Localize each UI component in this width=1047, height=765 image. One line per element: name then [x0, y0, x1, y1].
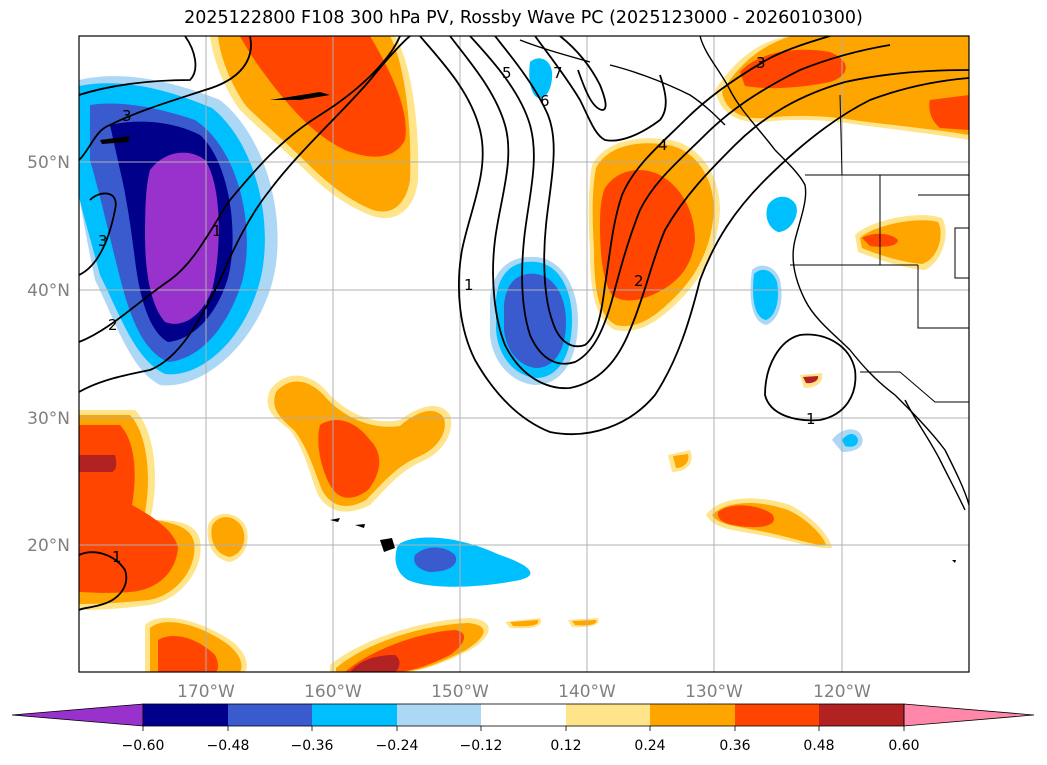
colorbar-segment: [566, 704, 650, 726]
colorbar-tick-label: 0.12: [550, 738, 581, 754]
lon-label: 130°W: [685, 682, 743, 702]
colorbar: −0.60 −0.48 −0.36 −0.24 −0.12 0.12 0.24 …: [11, 703, 1035, 754]
lat-label: 30°N: [27, 409, 70, 429]
lon-label: 150°W: [431, 682, 489, 702]
positive-anomaly-north-central: [210, 36, 419, 219]
contour-label: 2: [634, 272, 644, 290]
colorbar-tick-label: −0.12: [460, 738, 503, 754]
contour-label: 7: [553, 64, 563, 82]
contour-labels: 3 3 1 2 5 6 7 1 4 3 2 1 1: [98, 54, 816, 566]
lat-label: 50°N: [27, 153, 70, 173]
map-title: 2025122800 F108 300 hPa PV, Rossby Wave …: [184, 8, 863, 28]
latitude-labels: 50°N 40°N 30°N 20°N: [27, 153, 70, 556]
lon-label: 120°W: [813, 682, 871, 702]
contour-label: 1: [464, 276, 474, 294]
colorbar-segment: [228, 704, 312, 726]
contour-label: 1: [112, 548, 122, 566]
contour-label: 6: [540, 92, 550, 110]
colorbar-segment: [735, 704, 819, 726]
pv-contours: [79, 36, 969, 611]
colorbar-tick-label: 0.60: [888, 738, 919, 754]
contour-label: 3: [98, 232, 108, 250]
contour-label: 3: [122, 107, 132, 125]
negative-anomaly-west: [79, 76, 278, 386]
negative-anomaly-central: [490, 256, 578, 385]
contour-label: 5: [502, 64, 512, 82]
islands: [100, 92, 956, 563]
lat-label: 40°N: [27, 281, 70, 301]
colorbar-segment: [143, 704, 228, 726]
colorbar-segment: [481, 704, 566, 726]
colorbar-tick-label: −0.60: [122, 738, 165, 754]
longitude-labels: 170°W 160°W 150°W 140°W 130°W 120°W: [177, 682, 871, 702]
positive-anomaly-southwest: [79, 410, 201, 610]
lon-label: 160°W: [304, 682, 362, 702]
colorbar-tick-label: 0.36: [719, 738, 750, 754]
contour-label: 4: [658, 136, 668, 154]
negative-anomaly-spots: [395, 58, 863, 587]
colorbar-tick-label: 0.48: [803, 738, 834, 754]
lat-label: 20°N: [27, 536, 70, 556]
map-plot-area: 3 3 1 2 5 6 7 1 4 3 2 1 1: [79, 36, 969, 672]
positive-anomaly-ridge-east: [588, 138, 720, 331]
colorbar-segment: [819, 704, 904, 726]
lon-label: 170°W: [177, 682, 235, 702]
colorbar-extend-min: [11, 703, 144, 727]
positive-anomaly-spots: [207, 215, 946, 629]
contour-label: 3: [756, 54, 766, 72]
colorbar-extend-max: [903, 703, 1035, 727]
colorbar-segment: [650, 704, 735, 726]
colorbar-tick-label: −0.48: [207, 738, 250, 754]
contour-label: 2: [108, 316, 118, 334]
colorbar-segment: [312, 704, 397, 726]
coastline-north-america: [519, 36, 969, 511]
lon-label: 140°W: [558, 682, 616, 702]
colorbar-tick-label: −0.36: [291, 738, 334, 754]
contour-label: 1: [806, 410, 816, 428]
colorbar-segment: [397, 704, 481, 726]
political-borders: [790, 94, 969, 403]
positive-anomaly-central-south: [267, 375, 452, 512]
map-frame: [78, 35, 970, 673]
colorbar-tick-label: −0.24: [376, 738, 419, 754]
positive-anomaly-south: [145, 617, 489, 672]
colorbar-tick-label: 0.24: [634, 738, 665, 754]
contour-label: 1: [212, 222, 222, 240]
